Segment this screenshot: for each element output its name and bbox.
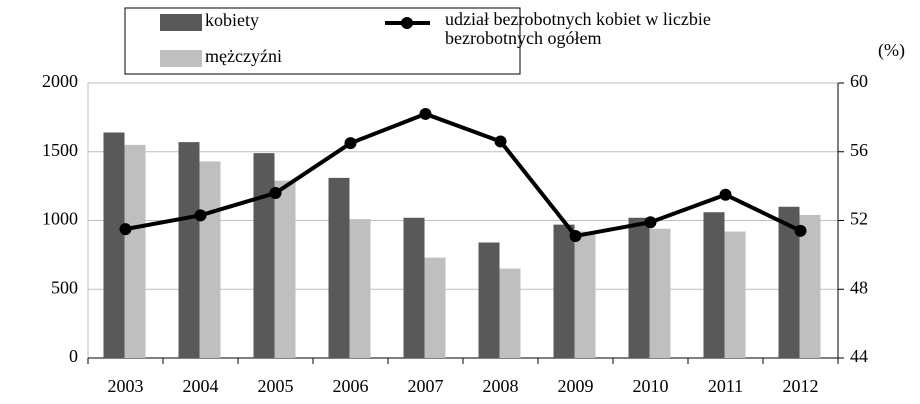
bar <box>553 224 575 358</box>
line-point <box>194 209 207 222</box>
line-point <box>644 216 657 229</box>
line-point <box>794 224 807 237</box>
y-tick-label: 0 <box>69 346 78 366</box>
bar <box>124 144 146 358</box>
bar <box>274 180 296 358</box>
legend-label: kobiety <box>205 10 259 30</box>
legend-label: udział bezrobotnych kobiet w liczbie bez… <box>445 9 711 48</box>
bar <box>103 132 125 358</box>
line <box>125 111 802 239</box>
bar <box>499 268 521 358</box>
legend-label: mężczyźni <box>205 46 282 66</box>
line-point <box>494 135 507 148</box>
line-point <box>419 107 432 120</box>
bar <box>328 177 350 358</box>
x-tick-label: 2011 <box>708 376 743 396</box>
x-tick-label: 2005 <box>258 376 294 396</box>
bar <box>199 161 221 358</box>
bar <box>178 142 200 358</box>
bar <box>778 206 800 358</box>
legend-swatch <box>160 50 202 67</box>
bar <box>403 217 425 358</box>
line-point <box>719 188 732 201</box>
y-tick-label: 2000 <box>42 71 78 91</box>
bar <box>799 215 821 358</box>
bar <box>703 212 725 358</box>
bar <box>649 228 671 358</box>
x-tick-label: 2012 <box>783 376 819 396</box>
y-tick-label: 1500 <box>42 140 78 160</box>
x-tick-label: 2004 <box>183 376 219 396</box>
legend-swatch <box>160 14 202 31</box>
y-tick-label: 1000 <box>42 209 78 229</box>
x-tick-label: 2007 <box>408 376 444 396</box>
line-point <box>119 223 132 236</box>
line-point <box>269 187 282 199</box>
bar <box>349 219 371 358</box>
bar <box>724 231 746 358</box>
x-tick-label: 2006 <box>333 376 369 396</box>
y2-tick-label: 44 <box>850 346 868 366</box>
bar <box>574 231 596 358</box>
x-tick-label: 2010 <box>633 376 669 396</box>
bar <box>253 153 275 358</box>
line-point <box>569 229 582 242</box>
line-point <box>344 137 357 150</box>
bar <box>424 257 446 358</box>
y-tick-label: 500 <box>51 277 78 297</box>
bar <box>628 217 650 358</box>
y2-axis-label: (%) <box>878 40 905 61</box>
legend-point <box>401 17 413 29</box>
x-tick-label: 2008 <box>483 376 519 396</box>
bar <box>478 242 500 358</box>
y2-tick-label: 60 <box>850 71 868 91</box>
y2-tick-label: 48 <box>850 277 868 297</box>
x-tick-label: 2009 <box>558 376 594 396</box>
x-tick-label: 2003 <box>108 376 144 396</box>
y2-tick-label: 52 <box>850 209 868 229</box>
y2-tick-label: 56 <box>850 140 868 160</box>
